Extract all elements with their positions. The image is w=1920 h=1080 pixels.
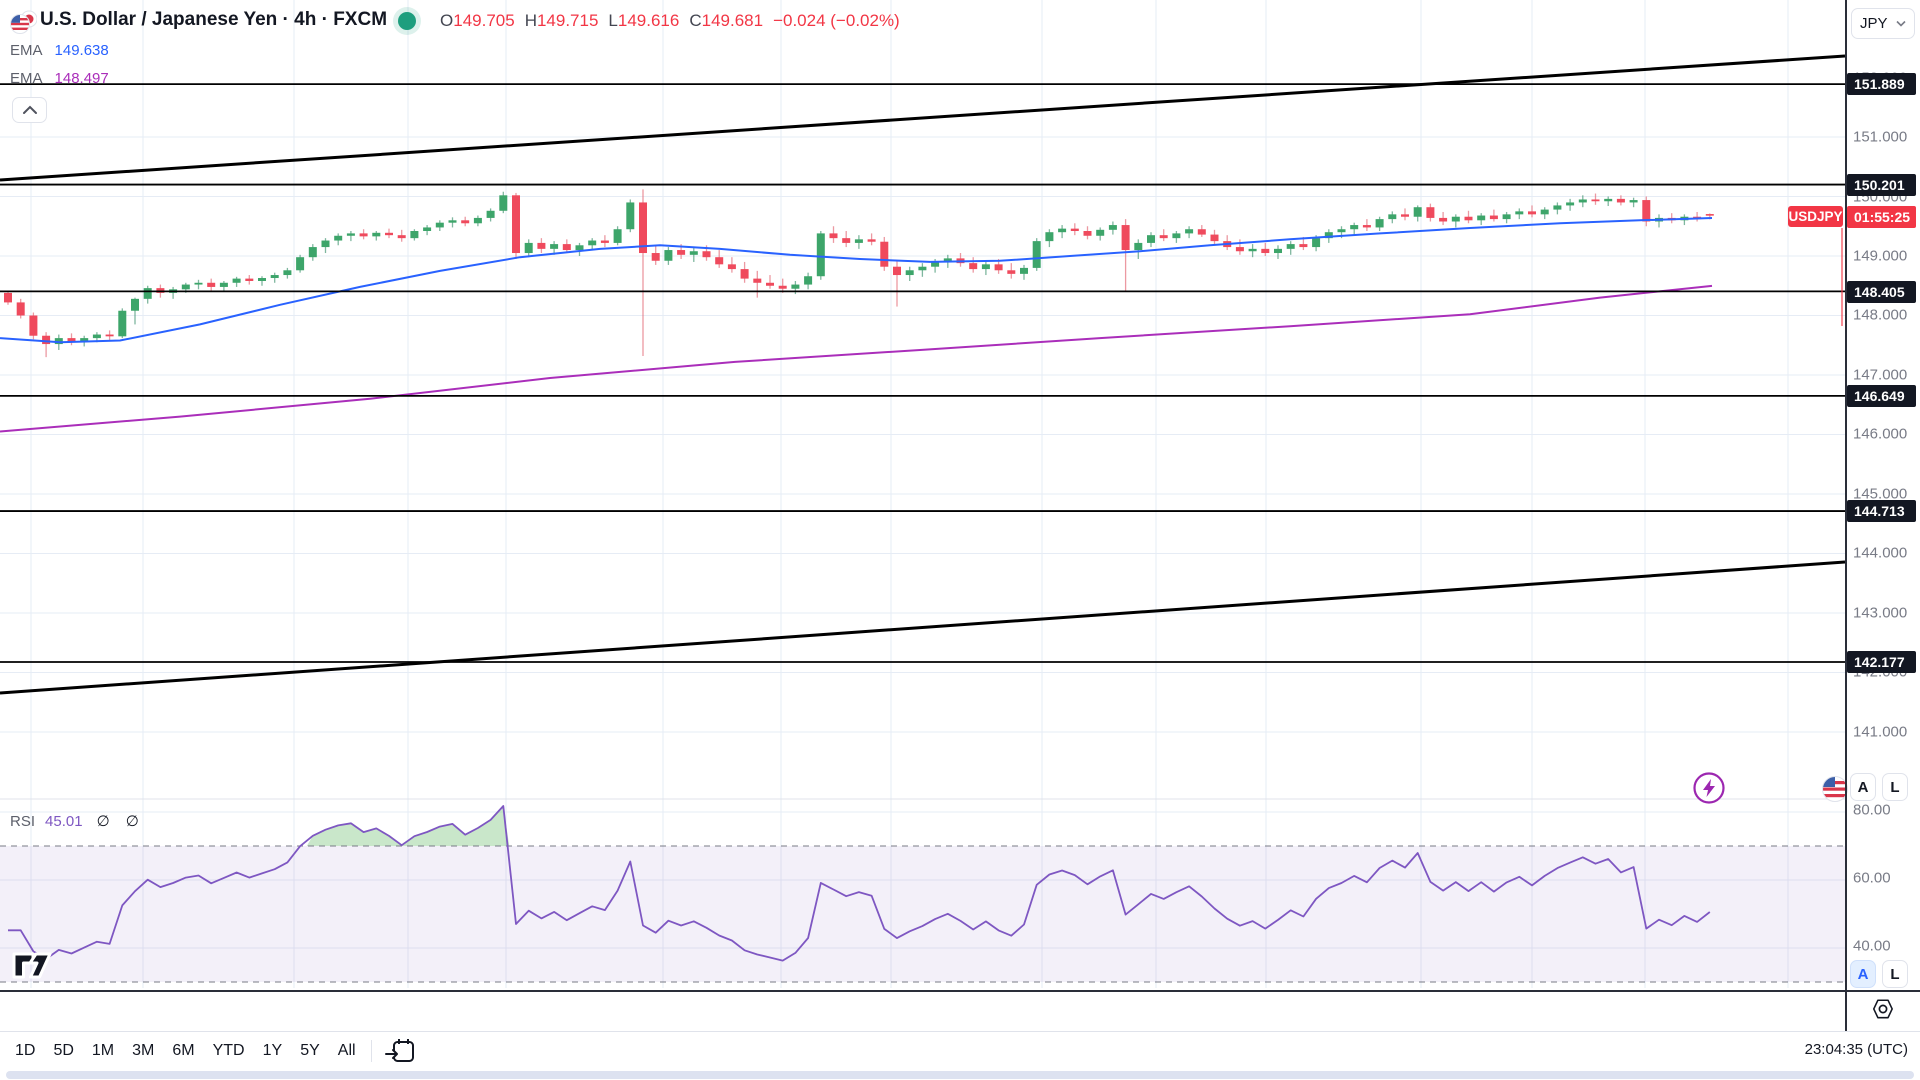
chart-canvas[interactable] [0,0,1845,990]
lightning-icon[interactable] [1692,771,1726,810]
range-button-all[interactable]: All [337,1042,356,1059]
price-tick-label: 148.000 [1853,306,1908,324]
toolbar-divider [370,1040,372,1062]
price-scale[interactable]: 152.000 151.000 150.000 149.000 148.000 147.0… [1845,0,1920,990]
flag-pair-icon[interactable] [1822,776,1849,808]
rsi-legend[interactable]: RSI 45.01 ∅ ∅ [10,812,145,830]
last-price-symbol-tag: USDJPY [1788,206,1843,227]
market-status-icon[interactable] [398,12,416,30]
time-axis[interactable]: 13:00252713:00Oct413:0091113:00161813:00… [0,990,1845,1031]
range-button-1d[interactable]: 1D [15,1042,36,1059]
ema-slow-label: EMA [10,70,43,87]
price-tick-label: 142.000 [1853,663,1908,681]
price-tick-label: 152.000 [1853,69,1908,87]
high-value: 149.715 [536,11,599,30]
change-value: −0.024 (−0.02%) [773,11,900,30]
price-line-label: 144.713 [1847,500,1916,522]
price-tick-label: 141.000 [1853,723,1908,741]
gear-icon [1872,999,1893,1019]
session-clock[interactable]: 23:04:35 (UTC) [1804,1041,1908,1058]
price-tick-label: 151.000 [1853,128,1908,146]
price-line-label: 146.649 [1847,385,1916,407]
close-label: C [689,11,702,30]
range-button-5y[interactable]: 5Y [300,1042,320,1059]
open-value: 149.705 [453,11,515,30]
time-axis-border [0,990,1920,992]
range-button-ytd[interactable]: YTD [212,1042,245,1059]
rsi-label: RSI [10,813,36,830]
ema-fast-label: EMA [10,42,43,59]
auto-scale-button[interactable]: A [1850,960,1876,988]
price-tick-label: 146.000 [1853,425,1908,443]
log-scale-button[interactable]: L [1882,960,1908,988]
range-button-5d[interactable]: 5D [53,1042,74,1059]
currency-label: JPY [1860,15,1888,32]
price-tick-label: 144.000 [1853,544,1908,562]
price-tick-label: 149.000 [1853,247,1908,265]
ema-slow-legend[interactable]: EMA 148.497 [10,70,109,87]
chevron-up-icon [22,105,37,114]
go-to-date-button[interactable] [384,1037,418,1065]
collapse-legend-button[interactable] [12,97,47,123]
ema-fast-value: 149.638 [54,42,109,59]
toolbar-border [0,1031,1920,1032]
scale-settings-button[interactable] [1869,996,1897,1022]
price-tick-label: 145.000 [1853,485,1908,503]
ohlc-readout: O149.705 H149.715 L149.616 C149.681 −0.024 (… [440,11,900,31]
rsi-tick-label: 40.00 [1853,937,1891,955]
low-value: 149.616 [617,11,680,30]
scale-border [1845,0,1847,1032]
close-value: 149.681 [701,11,764,30]
chevron-down-icon [1896,20,1906,27]
price-line-label: 142.177 [1847,651,1916,673]
range-button-1y[interactable]: 1Y [262,1042,283,1059]
price-tick-label: 147.000 [1853,366,1908,384]
range-button-6m[interactable]: 6M [172,1042,195,1059]
ema-fast-legend[interactable]: EMA 149.638 [10,42,109,59]
high-label: H [524,11,537,30]
price-tick-label: 143.000 [1853,604,1908,622]
symbol-title[interactable]: U.S. Dollar / Japanese Yen · 4h · FXCM [40,9,388,30]
calendar-goto-icon [384,1039,414,1062]
symbol-flag-icon[interactable] [7,9,38,35]
open-label: O [440,11,454,30]
countdown-label: 01:55:25 [1847,206,1916,228]
tradingview-logo[interactable] [10,948,56,987]
scrollbar-track[interactable] [6,1071,1914,1079]
currency-dropdown[interactable]: JPY [1851,8,1915,39]
ema-slow-value: 148.497 [54,70,109,87]
price-line-label: 150.201 [1847,174,1916,196]
rsi-tick-label: 60.00 [1853,869,1891,887]
range-toolbar: 1D 5D 1M 3M 6M YTD 1Y 5Y All [0,1032,1920,1070]
range-button-3m[interactable]: 3M [132,1042,155,1059]
price-line-label: 151.889 [1847,73,1916,95]
log-scale-button[interactable]: L [1882,773,1908,801]
price-line-label: 148.405 [1847,281,1916,303]
rsi-value: 45.01 [45,813,83,830]
price-tick-label: 150.000 [1853,188,1908,206]
rsi-hidden-values: ∅ ∅ [96,813,145,830]
range-button-1m[interactable]: 1M [91,1042,115,1059]
low-label: L [608,11,618,30]
rsi-tick-label: 80.00 [1853,801,1891,819]
auto-scale-button[interactable]: A [1850,773,1876,801]
